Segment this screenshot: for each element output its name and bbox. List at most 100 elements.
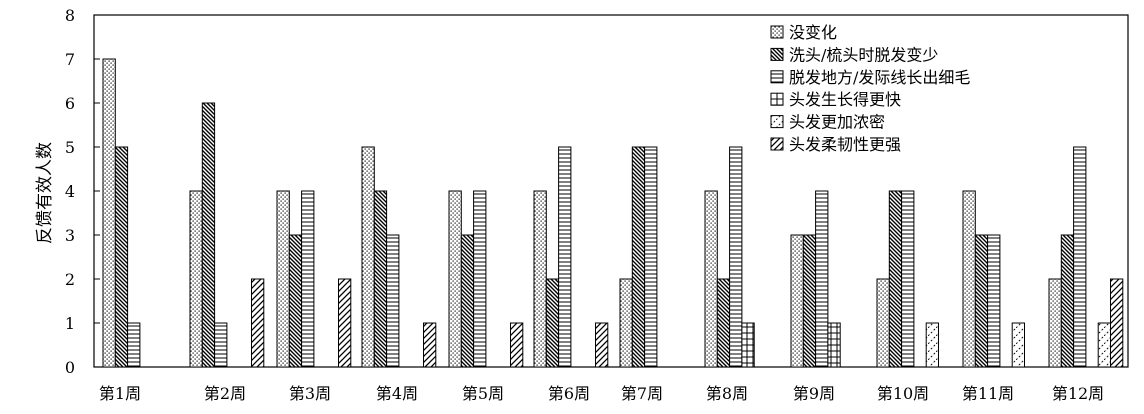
legend-label: 头发柔韧性更强 bbox=[789, 135, 901, 154]
bar bbox=[448, 190, 462, 368]
bars bbox=[102, 58, 1124, 368]
legend-swatch bbox=[770, 92, 784, 106]
bar bbox=[1110, 278, 1124, 368]
legend-swatch bbox=[770, 25, 784, 39]
bar bbox=[962, 190, 976, 368]
legend-item: 脱发地方/发际线长出细毛 bbox=[770, 68, 970, 87]
bar bbox=[386, 234, 400, 368]
bar bbox=[423, 322, 437, 368]
bar bbox=[114, 146, 129, 368]
bar-group bbox=[790, 190, 841, 368]
bar bbox=[338, 278, 352, 368]
bar bbox=[288, 234, 303, 368]
bar bbox=[704, 190, 718, 368]
y-tick-label: 5 bbox=[65, 138, 75, 157]
legend-swatch bbox=[770, 137, 784, 151]
bar-group bbox=[962, 190, 1026, 368]
x-tick-label: 第6周 bbox=[548, 384, 590, 403]
bar bbox=[974, 234, 989, 368]
legend-item: 没变化 bbox=[770, 23, 837, 42]
bar bbox=[301, 190, 315, 368]
bar bbox=[533, 190, 547, 368]
bar bbox=[631, 146, 646, 368]
x-tick-label: 第5周 bbox=[462, 384, 504, 403]
bar bbox=[815, 190, 829, 368]
bar bbox=[729, 146, 743, 368]
x-tick-label: 第10周 bbox=[877, 384, 929, 403]
x-tick-label: 第12周 bbox=[1052, 384, 1104, 403]
legend-swatch bbox=[770, 70, 784, 84]
y-tick-label: 8 bbox=[65, 6, 75, 25]
bar bbox=[473, 190, 487, 368]
bar-group bbox=[276, 190, 352, 368]
bar bbox=[876, 278, 890, 368]
bar-group bbox=[102, 58, 141, 368]
bar bbox=[361, 146, 375, 368]
bar-group bbox=[533, 146, 609, 368]
bar bbox=[595, 322, 609, 368]
bar bbox=[827, 322, 841, 368]
bar bbox=[1097, 322, 1111, 368]
y-tick-label: 0 bbox=[65, 358, 75, 377]
bar bbox=[189, 190, 203, 368]
bar bbox=[644, 146, 658, 368]
legend-label: 脱发地方/发际线长出细毛 bbox=[789, 68, 970, 87]
bar-group bbox=[361, 146, 437, 368]
bar bbox=[1048, 278, 1062, 368]
bar bbox=[888, 190, 903, 368]
legend-swatch bbox=[770, 115, 784, 129]
y-axis: 0 1 2 3 4 5 6 7 8 bbox=[65, 6, 100, 377]
y-tick-label: 3 bbox=[65, 226, 75, 245]
bar bbox=[558, 146, 572, 368]
bar-group bbox=[704, 146, 755, 368]
bar-group bbox=[189, 102, 265, 368]
bar bbox=[790, 234, 804, 368]
legend-label: 没变化 bbox=[789, 23, 837, 42]
bar bbox=[619, 278, 633, 368]
y-axis-label: 反馈有效人数 bbox=[35, 142, 55, 244]
y-tick-label: 4 bbox=[65, 182, 75, 201]
bar bbox=[901, 190, 915, 368]
legend-item: 头发生长得更快 bbox=[770, 90, 901, 109]
legend-label: 头发生长得更快 bbox=[789, 90, 901, 109]
bar bbox=[373, 190, 388, 368]
x-tick-label: 第8周 bbox=[706, 384, 748, 403]
bar bbox=[741, 322, 755, 368]
y-tick-label: 2 bbox=[65, 270, 75, 289]
bar bbox=[102, 58, 116, 368]
legend-label: 头发更加浓密 bbox=[789, 113, 885, 132]
bar bbox=[716, 278, 731, 368]
bar bbox=[545, 278, 560, 368]
bar bbox=[925, 322, 940, 368]
y-tick-label: 7 bbox=[65, 50, 75, 69]
bar bbox=[1073, 146, 1087, 368]
legend-item: 头发柔韧性更强 bbox=[770, 135, 901, 154]
legend-swatch bbox=[770, 47, 784, 61]
bar-group bbox=[876, 190, 940, 368]
bar-group bbox=[1048, 146, 1124, 368]
x-tick-label: 第3周 bbox=[289, 384, 331, 403]
x-tick-label: 第9周 bbox=[793, 384, 835, 403]
bar-group bbox=[619, 146, 658, 368]
bar bbox=[1011, 322, 1026, 368]
legend-item: 头发更加浓密 bbox=[770, 113, 885, 132]
x-tick-label: 第1周 bbox=[99, 384, 141, 403]
legend: 没变化洗头/梳头时脱发变少脱发地方/发际线长出细毛头发生长得更快头发更加浓密头发… bbox=[770, 23, 970, 154]
bar bbox=[802, 234, 817, 368]
x-tick-label: 第7周 bbox=[621, 384, 663, 403]
y-tick-label: 1 bbox=[65, 314, 75, 333]
bar bbox=[510, 322, 524, 368]
x-tick-label: 第2周 bbox=[204, 384, 246, 403]
bar bbox=[460, 234, 475, 368]
legend-label: 洗头/梳头时脱发变少 bbox=[789, 45, 938, 64]
bar bbox=[201, 102, 216, 368]
legend-item: 洗头/梳头时脱发变少 bbox=[770, 45, 938, 64]
bar bbox=[214, 322, 228, 368]
bar bbox=[251, 278, 265, 368]
x-tick-label: 第4周 bbox=[376, 384, 418, 403]
y-tick-label: 6 bbox=[65, 94, 75, 113]
x-axis: 第1周 第2周 第3周 第4周 第5周 第6周 第7周 第8周 第9周 第10周 第11周 第12周 bbox=[99, 384, 1104, 403]
bar bbox=[127, 322, 141, 368]
